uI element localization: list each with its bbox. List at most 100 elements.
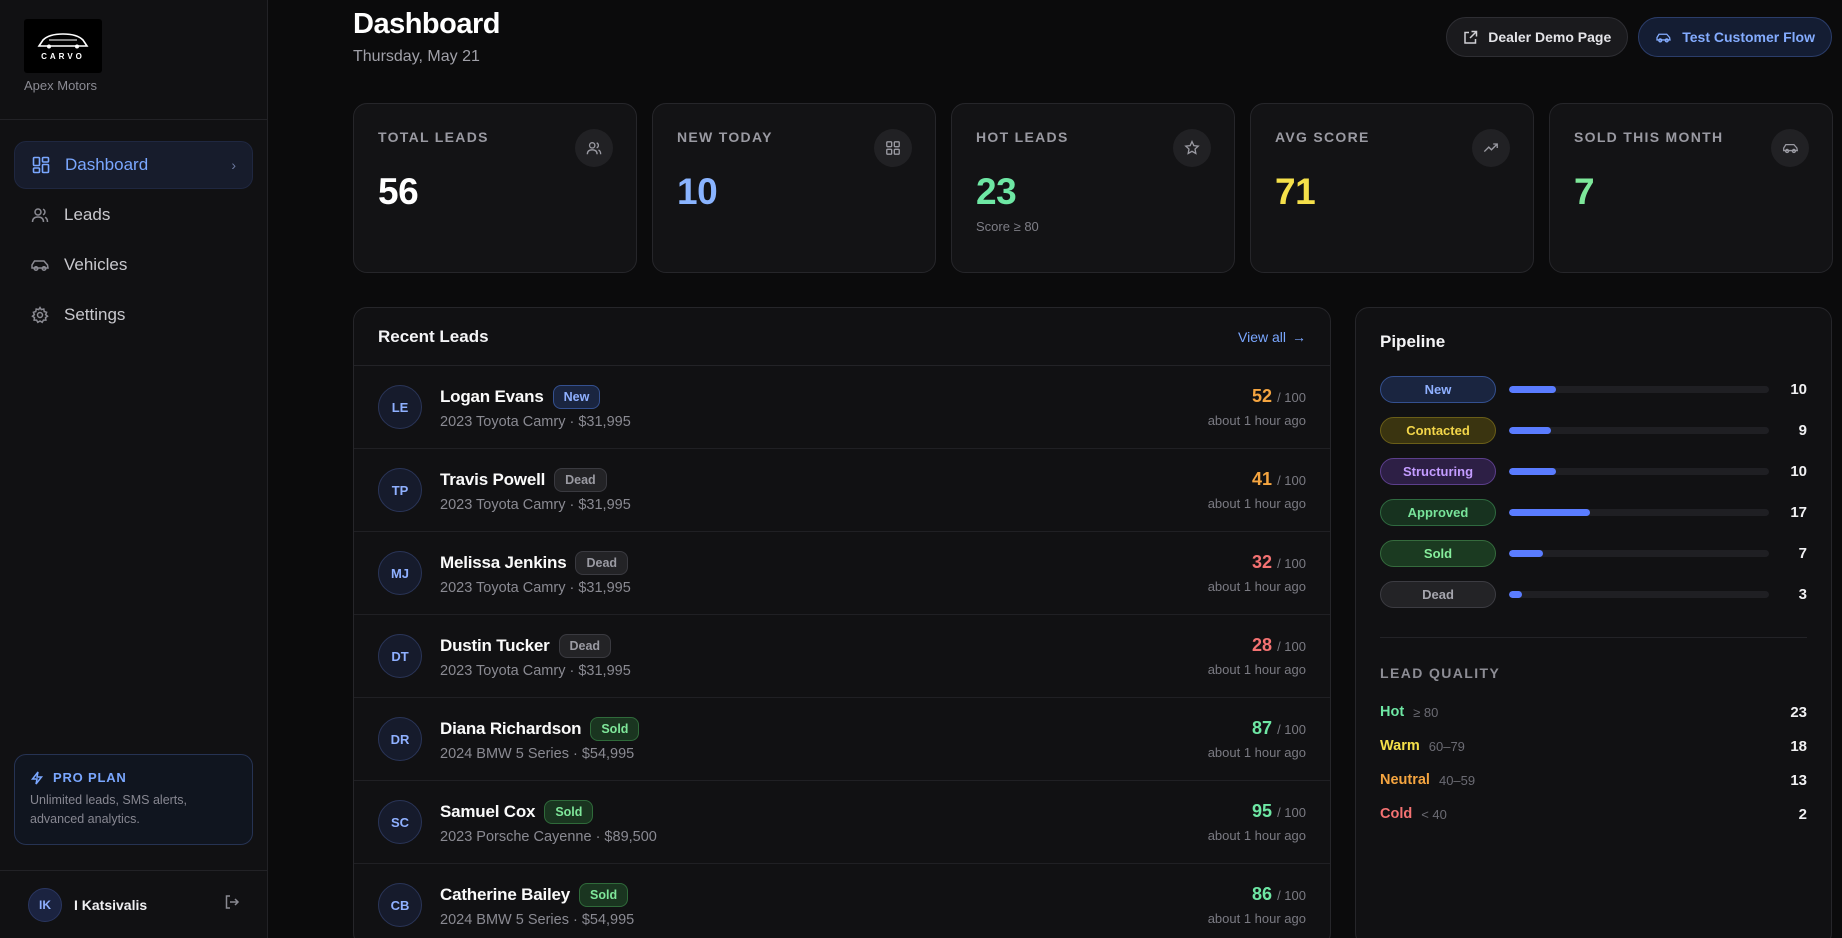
status-badge: Sold [544,799,594,824]
avatar: SC [378,800,422,844]
quality-row-warm: Warm 60–79 18 [1380,729,1807,763]
table-row[interactable]: TP Travis Powell Dead 2023 Toyota Camry · $… [354,449,1330,532]
lead-info: Catherine Bailey Sold 2024 BMW 5 Series · … [440,882,635,928]
logout-icon[interactable] [224,894,240,915]
lead-info: Travis Powell Dead 2023 Toyota Camry · $31… [440,467,631,513]
car-icon [30,255,50,275]
stage-chip[interactable]: New [1380,376,1496,403]
lead-time: about 1 hour ago [1207,413,1306,428]
stage-progress-bar [1509,427,1769,434]
pipeline-stage-sold: Sold 7 [1380,533,1807,574]
stat-label: NEW TODAY [677,129,773,145]
view-all-link[interactable]: View all → [1238,329,1306,345]
stage-progress-fill [1509,386,1556,393]
lead-score: 95 / 100 about 1 hour ago [1208,801,1306,843]
score-line: 41 / 100 [1208,469,1306,490]
car-icon [1656,33,1672,42]
score-line: 28 / 100 [1208,635,1306,656]
stage-chip[interactable]: Sold [1380,540,1496,567]
lead-name-line: Logan Evans New [440,384,631,409]
lead-score: 86 / 100 about 1 hour ago [1208,884,1306,926]
stage-count: 10 [1790,463,1807,480]
carvo-logo[interactable]: CARVO [24,19,102,73]
avatar[interactable]: IK [28,887,62,922]
page-title: Dashboard [353,8,500,40]
table-row[interactable]: DT Dustin Tucker Dead 2023 Toyota Camry · $… [354,615,1330,698]
lead-vehicle: 2024 BMW 5 Series · $54,995 [440,911,635,928]
score-line: 87 / 100 [1208,718,1306,739]
stage-chip[interactable]: Dead [1380,581,1496,608]
lead-quality-list: Hot ≥ 80 23 Warm 60–79 18 Neutral 40–59 13 Cold < … [1380,695,1807,831]
score-max: / 100 [1277,390,1306,405]
stage-progress-bar [1509,550,1769,557]
lead-name: Logan Evans [440,386,544,406]
status-badge: Sold [579,882,629,907]
lead-time: about 1 hour ago [1207,911,1306,926]
sidebar-item-label: Leads [64,205,111,224]
top-actions: Dealer Demo Page Test Customer Flow [1446,17,1832,57]
status-badge: Sold [590,716,640,741]
pro-plan-description: Unlimited leads, SMS alerts, advanced an… [30,793,188,826]
brand: CARVO Apex Motors [0,0,267,120]
stage-progress-fill [1509,509,1590,516]
users-icon [30,205,50,225]
quality-range: < 40 [1421,806,1447,822]
status-badge: Dead [554,467,607,492]
lead-name: Catherine Bailey [440,884,571,904]
test-customer-flow-button[interactable]: Test Customer Flow [1638,17,1832,57]
quality-label: Cold [1380,806,1413,822]
recent-leads-title: Recent Leads [378,326,489,346]
lead-time: about 1 hour ago [1207,579,1306,594]
pipeline-title: Pipeline [1380,332,1446,351]
sidebar-item-leads[interactable]: Leads [14,191,253,239]
pro-plan-title: PRO PLAN [30,770,237,785]
lead-name: Diana Richardson [440,718,582,738]
pro-plan-label: PRO PLAN [53,770,127,785]
table-row[interactable]: LE Logan Evans New 2023 Toyota Camry · $31,… [354,366,1330,449]
lead-vehicle: 2023 Toyota Camry · $31,995 [440,579,631,596]
users-icon [575,129,613,167]
table-row[interactable]: DR Diana Richardson Sold 2024 BMW 5 Series … [354,698,1330,781]
test-customer-flow-label: Test Customer Flow [1682,29,1815,45]
stats-row: TOTAL LEADS 56 NEW TODAY 10 HOT LEADS 23… [353,103,1833,273]
stage-progress-fill [1509,468,1556,475]
stage-chip[interactable]: Approved [1380,499,1496,526]
table-row[interactable]: SC Samuel Cox Sold 2023 Porsche Cayenne · $… [354,781,1330,864]
stat-card-avg-score: AVG SCORE 71 [1250,103,1534,273]
stage-chip[interactable]: Structuring [1380,458,1496,485]
stat-card-hot-leads: HOT LEADS 23 Score ≥ 80 [951,103,1235,273]
avatar: DR [378,717,422,761]
arrow-right-icon: → [1292,328,1306,345]
stat-value: 71 [1275,171,1316,212]
lead-time: about 1 hour ago [1207,745,1306,760]
dealer-demo-label: Dealer Demo Page [1488,29,1612,45]
pipeline-stages: New 10 Contacted 9 Structuring 10 Approved 17 So… [1380,369,1807,615]
sidebar-item-settings[interactable]: Settings [14,291,253,339]
stat-value: 23 [976,171,1017,212]
sidebar-item-dashboard[interactable]: Dashboard › [14,141,253,189]
logo-wordmark: CARVO [41,52,85,61]
user-bar: IK I Katsivalis [0,870,268,938]
lead-name-line: Diana Richardson Sold [440,716,640,741]
table-row[interactable]: CB Catherine Bailey Sold 2024 BMW 5 Series … [354,864,1330,938]
table-row[interactable]: MJ Melissa Jenkins Dead 2023 Toyota Camry ·… [354,532,1330,615]
sidebar-item-vehicles[interactable]: Vehicles [14,241,253,289]
stage-chip[interactable]: Contacted [1380,417,1496,444]
score-value: 95 [1252,801,1273,821]
lead-info: Dustin Tucker Dead 2023 Toyota Camry · $31… [440,633,631,679]
sidebar-item-label: Settings [64,305,126,324]
lead-info: Diana Richardson Sold 2024 BMW 5 Series · … [440,716,640,762]
lead-name-line: Melissa Jenkins Dead [440,550,631,575]
dashboard-icon [31,155,51,175]
quality-row-cold: Cold < 40 2 [1380,797,1807,831]
car-icon [1771,129,1809,167]
lead-name: Dustin Tucker [440,635,550,655]
score-max: / 100 [1277,805,1306,820]
dealer-demo-button[interactable]: Dealer Demo Page [1446,17,1629,57]
pro-plan-card[interactable]: PRO PLAN Unlimited leads, SMS alerts, ad… [14,754,253,845]
lead-time: about 1 hour ago [1207,828,1306,843]
lead-name: Travis Powell [440,469,546,489]
sidebar: CARVO Apex Motors Dashboard › Leads [0,0,268,938]
score-max: / 100 [1277,722,1306,737]
